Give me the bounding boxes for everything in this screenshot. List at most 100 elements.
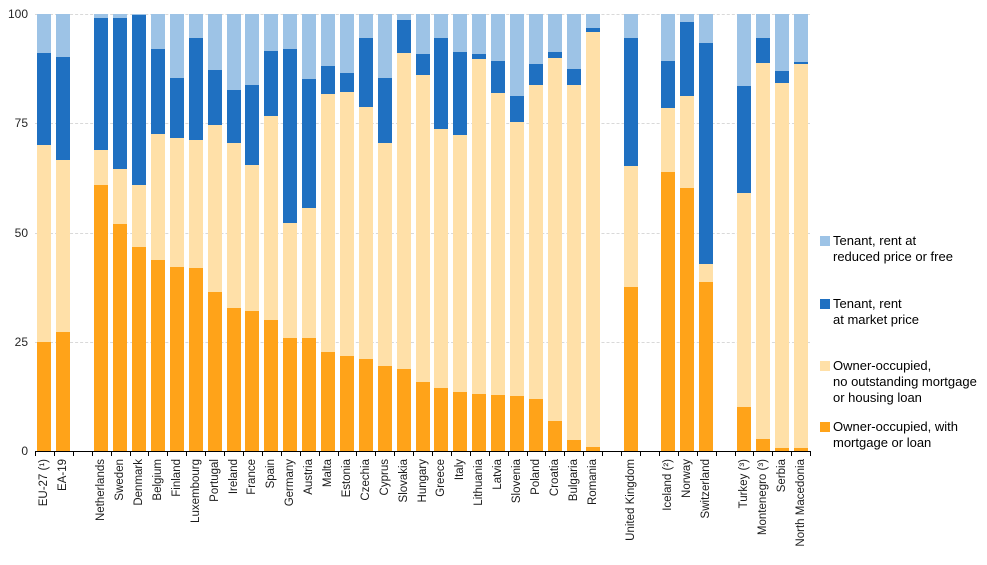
x-label-cell: Switzerland <box>697 459 716 563</box>
x-label-cell: Greece <box>432 459 451 563</box>
segment <box>207 291 222 451</box>
bar-Slovakia <box>396 14 411 451</box>
segment <box>661 107 676 173</box>
segment <box>264 14 279 51</box>
axis-tick <box>339 452 358 456</box>
segment <box>472 54 487 59</box>
x-axis-label: Italy <box>454 459 467 481</box>
bar-slot <box>413 14 432 451</box>
segment <box>472 58 487 394</box>
segment <box>415 14 430 55</box>
bar-Croatia <box>547 14 562 451</box>
segment <box>226 308 241 451</box>
x-label-cell: Italy <box>451 459 470 563</box>
x-label-cell: Poland <box>527 459 546 563</box>
bar-slot <box>432 14 451 451</box>
bar-slot <box>583 14 602 451</box>
axis-tick <box>131 452 150 456</box>
segment <box>302 338 317 451</box>
legend-entry: Owner-occupied, no outstanding mortgage … <box>820 358 985 406</box>
axis-tick <box>584 452 604 456</box>
x-label-cell: Luxembourg <box>186 459 205 563</box>
bar-EU-27 (¹) <box>37 14 52 451</box>
x-axis-line <box>35 451 811 452</box>
segment <box>358 359 373 451</box>
segment <box>491 93 506 396</box>
segment <box>491 60 506 94</box>
segment <box>453 14 468 53</box>
x-label-gap <box>602 459 621 563</box>
segment <box>529 14 544 65</box>
gap-slot <box>716 14 735 451</box>
bar-slot <box>281 14 300 451</box>
bar-slot <box>167 14 186 451</box>
bar-slot <box>186 14 205 451</box>
segment <box>566 68 581 86</box>
segment <box>623 165 638 287</box>
segment <box>699 14 714 43</box>
y-axis-label-25: 25 <box>14 334 28 349</box>
bar-Turkey (³) <box>736 14 751 451</box>
axis-tick <box>244 452 263 456</box>
segment <box>453 52 468 136</box>
bar-Montenegro (³) <box>755 14 770 451</box>
segment <box>207 14 222 70</box>
segment <box>529 64 544 86</box>
bars-container <box>35 14 810 451</box>
axis-tick <box>773 452 793 456</box>
segment <box>226 90 241 144</box>
bar-Malta <box>321 14 336 451</box>
segment <box>188 267 203 451</box>
bar-Denmark <box>131 14 146 451</box>
x-label-cell: Norway <box>678 459 697 563</box>
segment <box>529 399 544 451</box>
segment <box>339 73 354 92</box>
x-label-gap <box>73 459 92 563</box>
bar-slot <box>319 14 338 451</box>
segment <box>321 93 336 353</box>
x-axis-label: Poland <box>530 459 543 495</box>
bar-Serbia <box>774 14 789 451</box>
segment <box>529 85 544 400</box>
axis-tick <box>565 452 585 456</box>
x-axis-label: Lithuania <box>473 459 486 506</box>
segment <box>150 133 165 261</box>
segment <box>774 14 789 71</box>
segment <box>434 37 449 130</box>
axis-tick <box>490 452 509 456</box>
legend-marker-icon <box>820 236 830 246</box>
x-axis-label: Hungary <box>416 459 429 503</box>
x-axis-label: Greece <box>435 459 448 497</box>
x-axis-label: Luxembourg <box>189 459 202 523</box>
x-axis-label: EU-27 (¹) <box>38 459 51 507</box>
bar-slot <box>92 14 111 451</box>
bar-slot <box>111 14 130 451</box>
axis-tick <box>622 452 641 456</box>
y-axis-label-100: 100 <box>7 7 28 21</box>
segment <box>566 85 581 441</box>
x-label-cell: Ireland <box>224 459 243 563</box>
x-label-cell: Lithuania <box>470 459 489 563</box>
x-axis-label: Romania <box>586 459 599 506</box>
segment <box>755 14 770 39</box>
axis-tick <box>206 452 226 456</box>
x-axis-label: Slovenia <box>511 459 524 504</box>
axis-tick <box>528 452 547 456</box>
segment <box>264 320 279 451</box>
segment <box>510 396 525 451</box>
axis-tick <box>698 452 717 456</box>
segment <box>94 18 109 150</box>
axis-tick <box>93 452 112 456</box>
x-axis-label: Belgium <box>151 459 164 501</box>
segment <box>661 60 676 108</box>
y-axis-label-0: 0 <box>21 444 28 458</box>
x-axis-label: Ireland <box>227 459 240 495</box>
x-label-cell: Latvia <box>489 459 508 563</box>
bar-slot <box>243 14 262 451</box>
bar-Norway <box>680 14 695 451</box>
segment <box>680 96 695 188</box>
axis-tick <box>149 452 169 456</box>
x-axis-label: Germany <box>284 459 297 507</box>
segment <box>793 448 808 451</box>
